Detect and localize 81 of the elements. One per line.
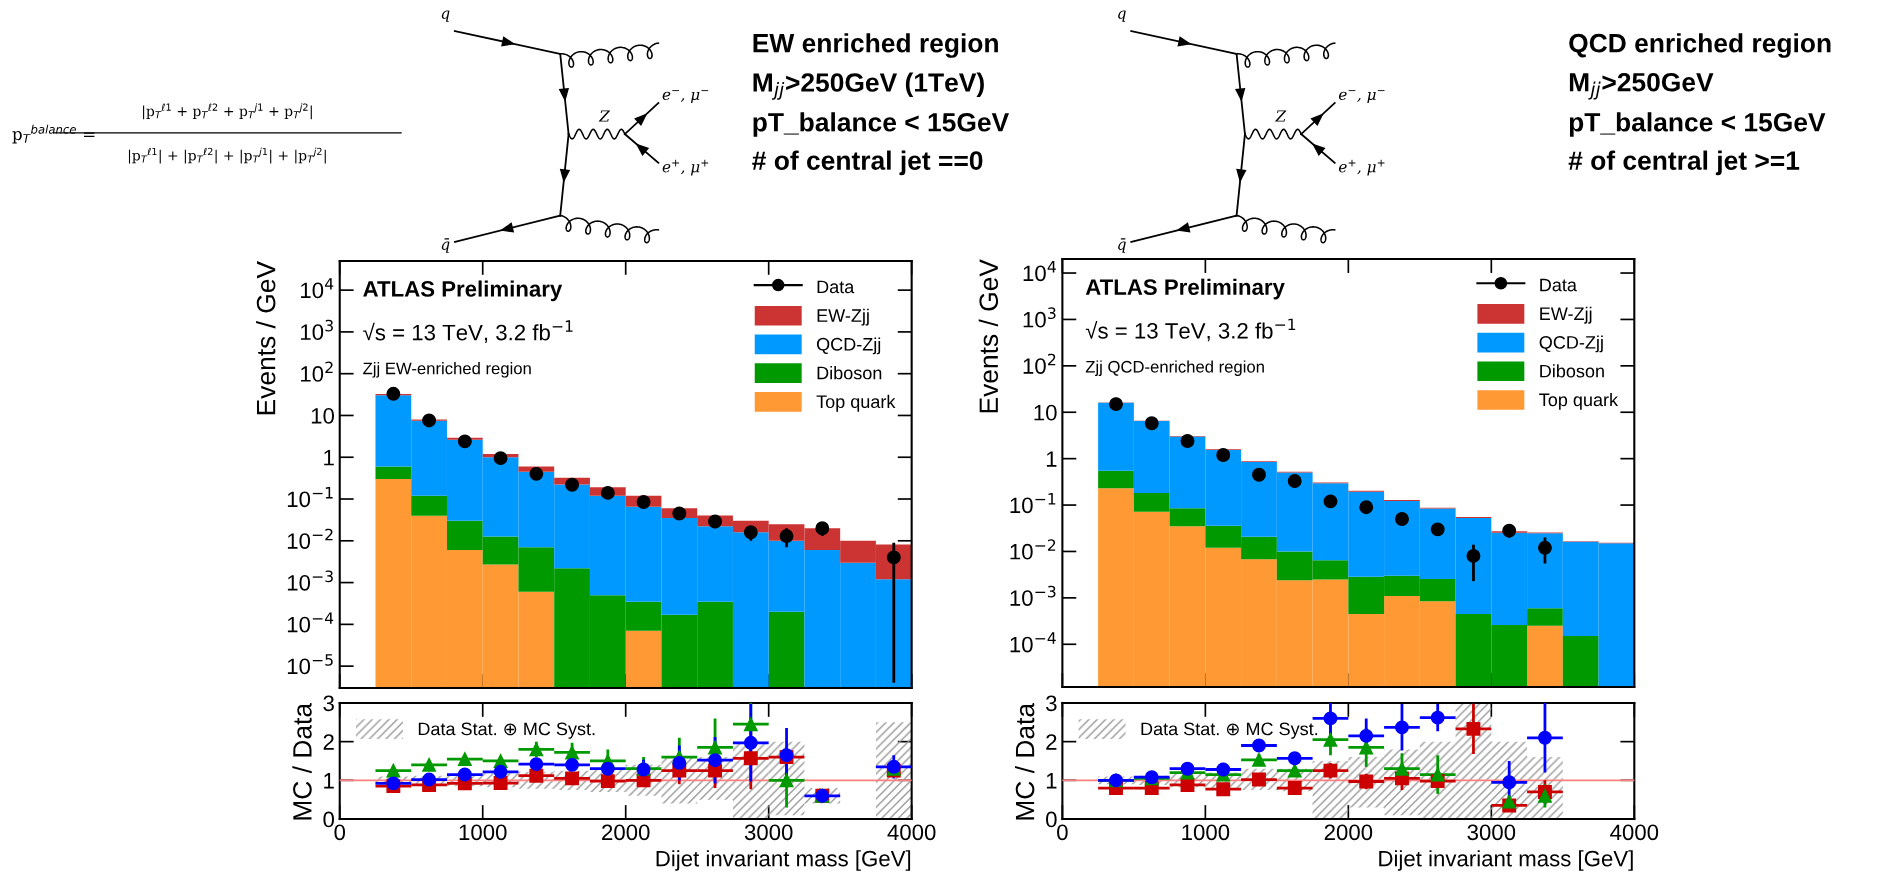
y-tick-label: 3: [1046, 695, 1057, 712]
y-tick-label: 10: [1034, 404, 1057, 421]
text: e$^{+}$, μ$^{+}$: [662, 159, 709, 176]
legend-label: Top quark: [1539, 392, 1619, 410]
x-tick-label: 4000: [1610, 824, 1659, 841]
text: M$_{jj}$>250GeV: [1569, 72, 1714, 100]
text: # of central jet >=1: [1568, 150, 1800, 176]
legend-label: Data: [817, 280, 855, 294]
x-tick-label: 0: [1057, 824, 1068, 841]
y-tick-label: 10$^{−1}$: [1010, 493, 1056, 514]
y-tick-label: 10$^{4}$: [301, 278, 334, 299]
text: |p$_{T}$$^{ℓ1}$| + |p$_{T}$$^{ℓ2}$| + |p$_{T}$$^{j1}$| + |p$_{T}$$^{j2}$|: [128, 147, 326, 164]
y-tick-label: 10$^{−1}$: [287, 487, 333, 508]
legend-label: Top quark: [816, 394, 896, 412]
y-tick-label: 10$^{4}$: [1023, 261, 1056, 282]
text: EW enriched region: [753, 33, 998, 58]
annotation: √s = 13 TeV, 3.2 fb$^{−1}$: [1085, 318, 1296, 342]
y-tick-label: 10$^{−4}$: [287, 612, 334, 633]
legend-label: QCD-Zjj: [816, 337, 881, 355]
y-tick-label: 1: [1046, 773, 1057, 789]
x-tick-label: 2000: [602, 824, 650, 841]
y-tick-label: 1: [324, 450, 334, 466]
x-tick-label: 3000: [744, 824, 793, 841]
y-tick-label: 10: [311, 408, 335, 424]
text: p$_{T}$$^{balance}$ =: [12, 124, 95, 144]
text: Z: [598, 110, 611, 122]
text: M$_{jj}$>250GeV (1TeV): [753, 72, 984, 100]
text: |p$_{T}$$^{ℓ1}$ + p$_{T}$$^{ℓ2}$ + p$_{T}$$^{j1}$ + p$_{T}$$^{j2}$|: [143, 103, 312, 120]
text: pT_balance < 15GeV: [753, 112, 1009, 137]
annotation: Zjj EW-enriched region: [363, 362, 531, 378]
x-tick-label: 1000: [459, 824, 507, 841]
y-tick-label: 10$^{2}$: [301, 361, 333, 382]
y-tick-label: 3: [323, 695, 334, 712]
legend-label: Diboson: [1540, 364, 1604, 378]
y-axis-title: MC / Data: [1015, 702, 1035, 820]
y-tick-label: 10$^{−2}$: [1010, 539, 1056, 560]
text: Z: [1275, 110, 1287, 122]
x-tick-label: 3000: [1467, 824, 1516, 841]
y-axis-title: Events / GeV: [256, 261, 276, 415]
legend-label: Diboson: [817, 366, 882, 380]
y-tick-label: 10$^{−3}$: [287, 570, 333, 591]
y-tick-label: 0: [323, 811, 335, 828]
y-tick-label: 2: [1046, 734, 1057, 750]
y-tick-label: 1: [1046, 451, 1057, 467]
legend-label: QCD-Zjj: [1539, 335, 1603, 353]
y-tick-label: 10$^{2}$: [1023, 353, 1056, 374]
y-tick-label: 10$^{−2}$: [287, 528, 333, 549]
text: q̄: [441, 238, 450, 253]
annotation: ATLAS Preliminary: [1085, 278, 1285, 300]
x-tick-label: 4000: [887, 824, 936, 841]
legend-label: Data: [1540, 278, 1577, 292]
y-axis-title: Events / GeV: [978, 259, 999, 413]
y-tick-label: 10$^{3}$: [1023, 307, 1056, 328]
y-tick-label: 0: [1046, 811, 1057, 828]
legend-label: EW-Zjj: [817, 308, 869, 326]
text: pT_balance < 15GeV: [1569, 112, 1826, 137]
legend-label: Data Stat. ⊕ MC Syst.: [418, 722, 595, 739]
y-axis-title: MC / Data: [292, 702, 312, 820]
text: QCD enriched region: [1569, 33, 1831, 58]
annotation: √s = 13 TeV, 3.2 fb$^{−1}$: [363, 320, 573, 344]
y-tick-label: 1: [324, 773, 334, 789]
text: q: [1118, 10, 1126, 22]
x-axis-title: Dijet invariant mass [GeV]: [1379, 850, 1633, 871]
y-tick-label: 10$^{−3}$: [1010, 585, 1056, 606]
legend-label: Data Stat. ⊕ MC Syst.: [1141, 722, 1318, 739]
annotation: ATLAS Preliminary: [363, 280, 563, 302]
y-tick-label: 10$^{−4}$: [1010, 632, 1056, 653]
x-tick-label: 2000: [1324, 824, 1373, 841]
legend-label: EW-Zjj: [1540, 306, 1592, 324]
text: e$^{−}$, μ$^{−}$: [1338, 90, 1385, 104]
text: # of central jet ==0: [752, 150, 983, 176]
y-tick-label: 2: [323, 734, 334, 750]
x-tick-label: 1000: [1182, 824, 1230, 841]
text: q: [441, 10, 450, 22]
y-tick-label: 10$^{−5}$: [287, 654, 333, 675]
x-axis-title: Dijet invariant mass [GeV]: [656, 850, 911, 871]
annotation: Zjj QCD-enriched region: [1085, 360, 1264, 376]
text: e$^{−}$, μ$^{−}$: [662, 90, 709, 104]
text: e$^{+}$, μ$^{+}$: [1338, 159, 1385, 176]
text: q̄: [1118, 238, 1126, 253]
y-tick-label: 10$^{3}$: [301, 319, 333, 341]
